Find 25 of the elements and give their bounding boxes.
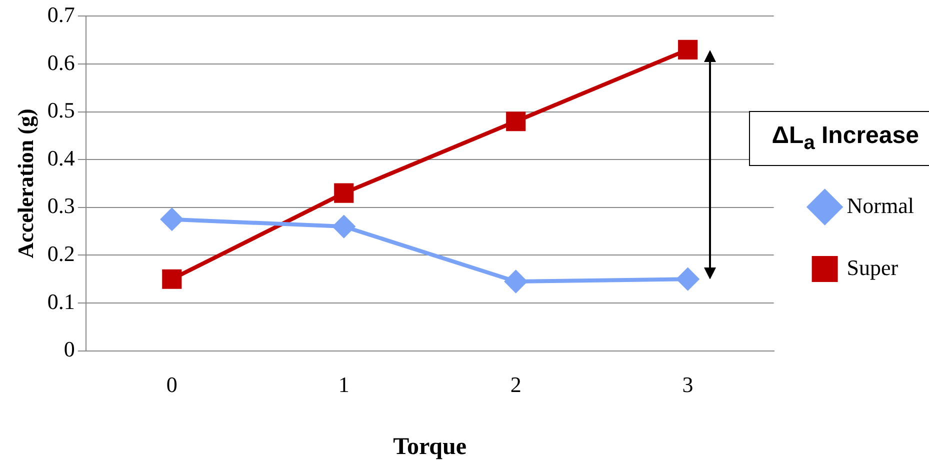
y-axis-title: Acceleration (g) xyxy=(12,108,38,258)
legend-label: Normal xyxy=(846,192,914,218)
x-tick-label: 0 xyxy=(166,372,178,397)
point xyxy=(506,112,526,132)
legend-label: Super xyxy=(846,254,899,280)
y-tick-label: 0.7 xyxy=(47,2,75,27)
x-tick-label: 1 xyxy=(338,372,350,397)
y-tick-label: 0.4 xyxy=(47,145,75,170)
point xyxy=(676,268,699,290)
point xyxy=(678,40,698,60)
point xyxy=(504,270,527,292)
point xyxy=(334,183,354,203)
y-tick-label: 0.6 xyxy=(47,50,75,75)
y-tick-label: 0.1 xyxy=(47,288,75,314)
x-tick-label: 2 xyxy=(510,372,522,397)
y-tick-label: 0.2 xyxy=(47,240,75,266)
point xyxy=(160,208,183,230)
x-tick-label: 3 xyxy=(682,372,694,397)
point xyxy=(332,216,355,238)
point xyxy=(162,269,182,289)
y-tick-label: 0 xyxy=(64,336,75,362)
x-axis-title: Torque xyxy=(393,434,467,460)
y-tick-label: 0.5 xyxy=(47,98,75,123)
y-tick-label: 0.3 xyxy=(47,193,75,218)
annotation: ΔL$_{a}$ Increase xyxy=(748,111,929,166)
